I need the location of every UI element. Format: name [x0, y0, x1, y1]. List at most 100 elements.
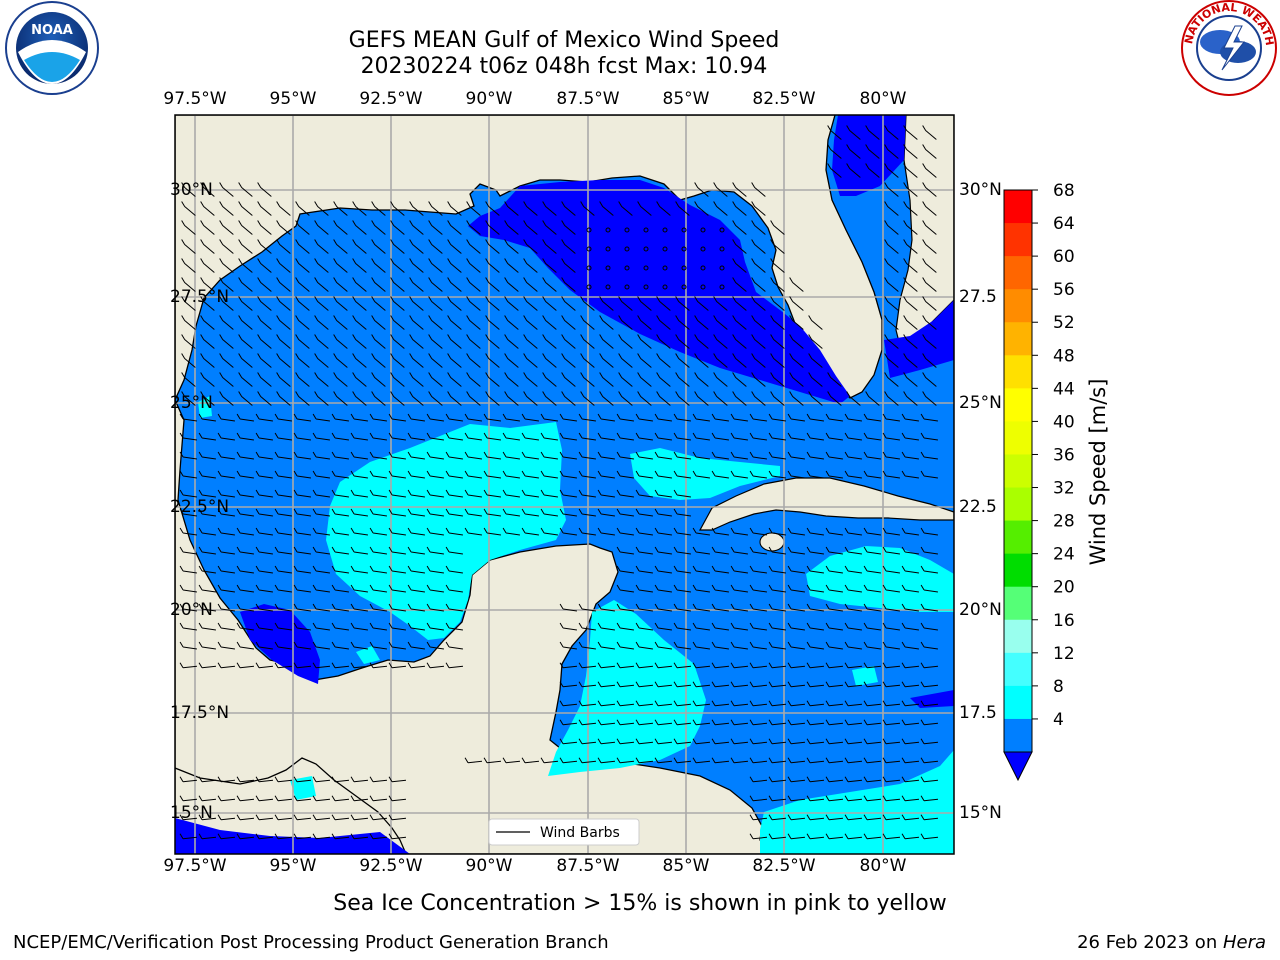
- lat-label-left-17.5: 17.5°N: [170, 703, 230, 723]
- wind-barb: [314, 315, 329, 330]
- wind-barb: [447, 258, 462, 273]
- wind-barb: [445, 565, 463, 574]
- wind-barb: [673, 584, 691, 593]
- wind-barb: [711, 584, 729, 593]
- colorbar-tick-label: 44: [1053, 379, 1075, 399]
- wind-barb: [920, 776, 939, 783]
- wind-barb: [787, 757, 806, 764]
- wind-barb: [257, 334, 272, 349]
- wind-barb: [371, 201, 386, 216]
- wind-barb: [312, 527, 330, 536]
- wind-barb: [274, 603, 292, 612]
- wind-barb: [597, 622, 615, 631]
- wind-barb: [238, 277, 253, 292]
- wind-barb: [409, 315, 424, 330]
- wind-barb: [200, 391, 215, 406]
- wind-barb: [597, 757, 616, 764]
- wind-barb: [179, 508, 197, 517]
- wind-barb: [561, 220, 576, 235]
- wind-barb: [388, 432, 406, 441]
- wind-barb: [844, 662, 863, 669]
- wind-barb: [236, 508, 254, 517]
- colorbar-segment: [1004, 289, 1032, 323]
- wind-barb: [825, 641, 843, 650]
- wind-barb: [768, 662, 787, 669]
- wind-barb: [274, 795, 293, 802]
- wind-barb: [388, 833, 407, 840]
- wind-barb: [713, 391, 728, 406]
- wind-barb: [643, 227, 649, 233]
- wind-barb: [521, 432, 539, 441]
- wind-barb: [920, 584, 938, 593]
- wind-barb: [844, 470, 862, 479]
- wind-barb: [616, 432, 634, 441]
- wind-barb: [616, 738, 635, 745]
- wind-barb: [276, 201, 291, 216]
- wind-barb: [844, 700, 863, 707]
- wind-barb: [445, 662, 464, 669]
- wind-barb: [257, 277, 272, 292]
- wind-barb: [901, 833, 920, 840]
- wind-barb: [863, 700, 882, 707]
- wind-barb: [540, 508, 558, 517]
- wind-barb: [692, 662, 711, 669]
- wind-barb: [293, 776, 312, 783]
- wind-barb: [295, 220, 310, 235]
- wind-barb: [542, 372, 557, 387]
- wind-barb: [504, 372, 519, 387]
- wind-barb: [407, 622, 425, 631]
- wind-barb: [293, 795, 312, 802]
- wind-barb: [445, 413, 463, 422]
- noaa-logo: NOAA: [5, 1, 99, 95]
- wind-barb: [673, 451, 691, 460]
- wind-barb: [559, 700, 578, 707]
- wind-barb: [787, 662, 806, 669]
- wind-barb: [217, 603, 235, 612]
- wind-barb: [751, 258, 766, 273]
- wind-barb: [350, 470, 368, 479]
- wind-barb: [749, 603, 767, 612]
- wind-barb: [637, 315, 652, 330]
- wind-barb: [200, 353, 215, 368]
- wind-barb: [865, 144, 880, 159]
- wind-barb: [407, 527, 425, 536]
- wind-barb: [198, 432, 216, 441]
- wind-barb: [293, 662, 312, 669]
- wind-barb: [198, 470, 216, 479]
- wind-barb: [711, 738, 730, 745]
- lat-label-left-30: 30°N: [170, 180, 213, 200]
- wind-barb: [656, 315, 671, 330]
- wind-barb: [599, 334, 614, 349]
- wind-barb: [312, 584, 330, 593]
- wind-barb: [274, 432, 292, 441]
- wind-barb: [179, 584, 197, 593]
- wind-barb: [333, 334, 348, 349]
- wind-barb: [407, 413, 425, 422]
- lat-label-right-20: 20°N: [959, 600, 1002, 620]
- wind-barb: [692, 527, 710, 536]
- wind-barb: [846, 144, 861, 159]
- wind-barb: [350, 662, 369, 669]
- wind-barb: [274, 527, 292, 536]
- wind-barb: [730, 622, 748, 631]
- wind-barb: [681, 246, 687, 252]
- wind-barb: [586, 227, 592, 233]
- wind-barb: [388, 565, 406, 574]
- wind-barb: [485, 277, 500, 292]
- wind-barb: [407, 546, 425, 555]
- wind-barb: [922, 220, 937, 235]
- wind-barb: [293, 489, 311, 498]
- wind-barb: [749, 700, 768, 707]
- wind-barb: [654, 565, 672, 574]
- wind-barb: [578, 432, 596, 441]
- wind-barb: [559, 641, 577, 650]
- wind-barb: [428, 315, 443, 330]
- wind-barb: [882, 565, 900, 574]
- wind-barb: [732, 239, 747, 254]
- wind-barb: [694, 372, 709, 387]
- wind-barb: [635, 622, 653, 631]
- wind-barb: [350, 584, 368, 593]
- wind-barb: [637, 391, 652, 406]
- wind-barb: [369, 795, 388, 802]
- wind-barb: [884, 334, 899, 349]
